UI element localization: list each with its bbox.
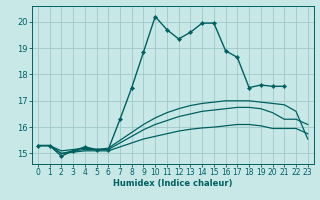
X-axis label: Humidex (Indice chaleur): Humidex (Indice chaleur) [113, 179, 233, 188]
